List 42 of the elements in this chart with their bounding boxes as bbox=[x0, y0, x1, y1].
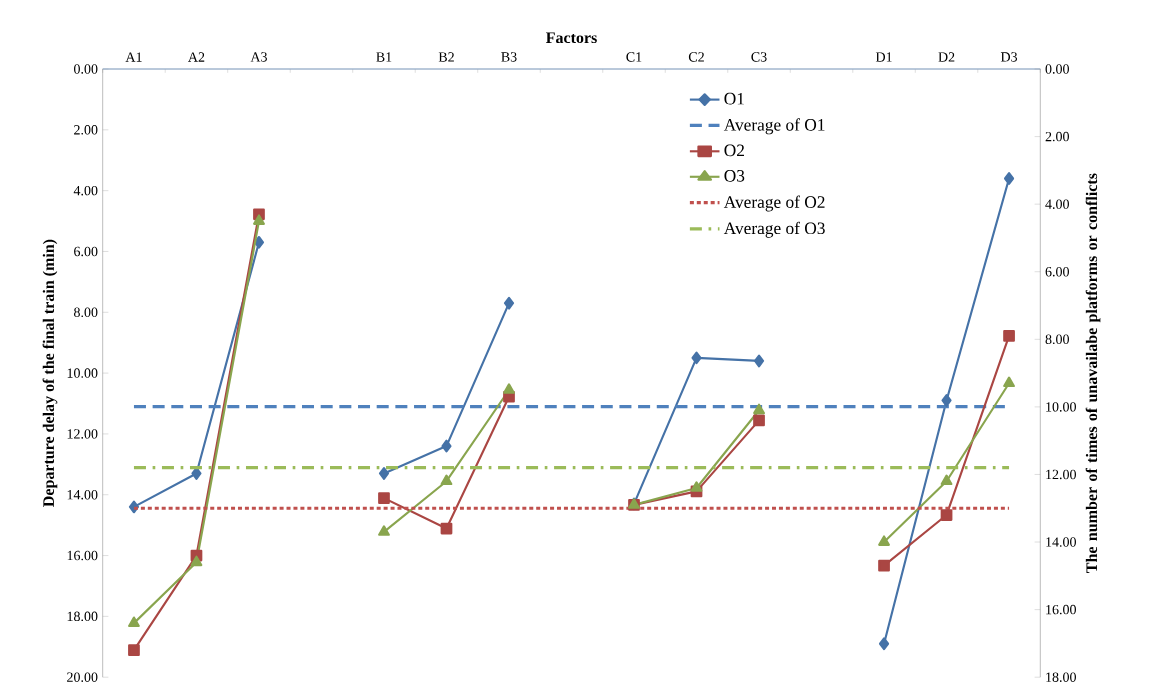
x-tick-label: C3 bbox=[751, 52, 767, 62]
y-tick-label: 14.00 bbox=[67, 489, 98, 500]
y-tick-label: 12.00 bbox=[67, 429, 98, 439]
y2-tick-label: 14.00 bbox=[1046, 537, 1076, 547]
x-tick-label: A2 bbox=[188, 52, 205, 62]
x-tick-label: C2 bbox=[688, 52, 704, 62]
x-tick-label: A3 bbox=[250, 52, 267, 62]
legend-label: Average of O3 bbox=[723, 221, 825, 238]
legend-label: Average of O1 bbox=[723, 118, 825, 135]
y-tick-label: 4.00 bbox=[73, 185, 98, 196]
y-tick-label: 20.00 bbox=[67, 672, 98, 682]
y2-tick-label: 6.00 bbox=[1045, 266, 1069, 277]
y-tick-label: 10.00 bbox=[67, 368, 98, 378]
y-tick-label: 16.00 bbox=[67, 550, 98, 561]
x-axis-title: Factors bbox=[546, 32, 597, 43]
legend-label: Average of O2 bbox=[723, 195, 825, 212]
y2-tick-label: 18.00 bbox=[1046, 672, 1076, 682]
x-tick-label: D2 bbox=[938, 52, 955, 62]
y2-tick-label: 8.00 bbox=[1045, 334, 1069, 344]
y-tick-label: 6.00 bbox=[74, 246, 98, 257]
x-tick-label: B1 bbox=[376, 52, 392, 62]
legend-label: O1 bbox=[724, 92, 744, 105]
y2-tick-label: 4.00 bbox=[1045, 199, 1069, 209]
y2-tick-label: 2.00 bbox=[1045, 131, 1069, 142]
y2-tick-label: 12.00 bbox=[1046, 469, 1076, 480]
x-tick-label: B2 bbox=[438, 52, 454, 62]
y-tick-label: 18.00 bbox=[67, 611, 98, 622]
x-tick-label: C1 bbox=[626, 52, 642, 62]
y-axis-title: Departure delay of the final train (min) bbox=[42, 239, 58, 507]
y-tick-label: 2.00 bbox=[74, 124, 98, 135]
y2-tick-label: 16.00 bbox=[1046, 604, 1076, 615]
y-tick-label: 8.00 bbox=[74, 307, 98, 317]
legend-label: O2 bbox=[724, 144, 744, 157]
y2-tick-label: 0.00 bbox=[1045, 64, 1069, 74]
y-tick-label: 0.00 bbox=[74, 64, 98, 74]
x-tick-label: B3 bbox=[501, 52, 517, 62]
legend-label: O3 bbox=[724, 169, 745, 182]
x-tick-label: A1 bbox=[125, 52, 142, 62]
x-tick-label: D1 bbox=[875, 52, 892, 62]
y2-tick-label: 10.00 bbox=[1046, 402, 1076, 412]
y2-axis-title: The number of times of unavailabe platforms or conflicts bbox=[1085, 173, 1101, 573]
x-tick-label: D3 bbox=[1000, 52, 1018, 62]
